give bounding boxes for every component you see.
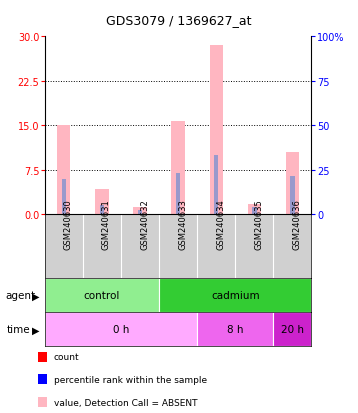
Text: GSM240634: GSM240634 [216, 199, 225, 250]
Bar [176, 173, 180, 215]
Bar [197, 313, 274, 347]
Text: GSM240631: GSM240631 [102, 199, 111, 250]
Text: 0 h: 0 h [113, 325, 129, 335]
Bar [248, 205, 261, 215]
Bar [209, 46, 223, 215]
Text: GSM240630: GSM240630 [64, 199, 73, 250]
Text: time: time [7, 325, 31, 335]
Bar [214, 156, 218, 215]
Text: percentile rank within the sample: percentile rank within the sample [54, 375, 207, 384]
Bar [159, 279, 311, 313]
Text: GSM240633: GSM240633 [178, 199, 187, 250]
Bar [286, 152, 299, 215]
Text: agent: agent [5, 291, 35, 301]
Text: value, Detection Call = ABSENT: value, Detection Call = ABSENT [54, 398, 197, 407]
Bar [95, 190, 108, 215]
Bar [133, 207, 147, 215]
Text: cadmium: cadmium [211, 291, 260, 301]
Bar [290, 176, 295, 215]
Text: GSM240632: GSM240632 [140, 199, 149, 250]
Bar [171, 121, 185, 215]
Text: GSM240635: GSM240635 [254, 199, 263, 250]
Bar [45, 313, 197, 347]
Text: GSM240636: GSM240636 [292, 199, 301, 250]
Bar [45, 279, 159, 313]
Text: 8 h: 8 h [227, 325, 243, 335]
Bar [62, 179, 66, 215]
Text: 20 h: 20 h [281, 325, 304, 335]
Text: ▶: ▶ [32, 325, 40, 335]
Bar [138, 210, 142, 215]
Bar [274, 313, 311, 347]
Text: control: control [84, 291, 120, 301]
Bar [57, 126, 71, 215]
Text: GDS3079 / 1369627_at: GDS3079 / 1369627_at [106, 14, 252, 27]
Bar [252, 208, 257, 215]
Bar [100, 206, 104, 215]
Text: ▶: ▶ [32, 291, 40, 301]
Text: count: count [54, 352, 79, 361]
